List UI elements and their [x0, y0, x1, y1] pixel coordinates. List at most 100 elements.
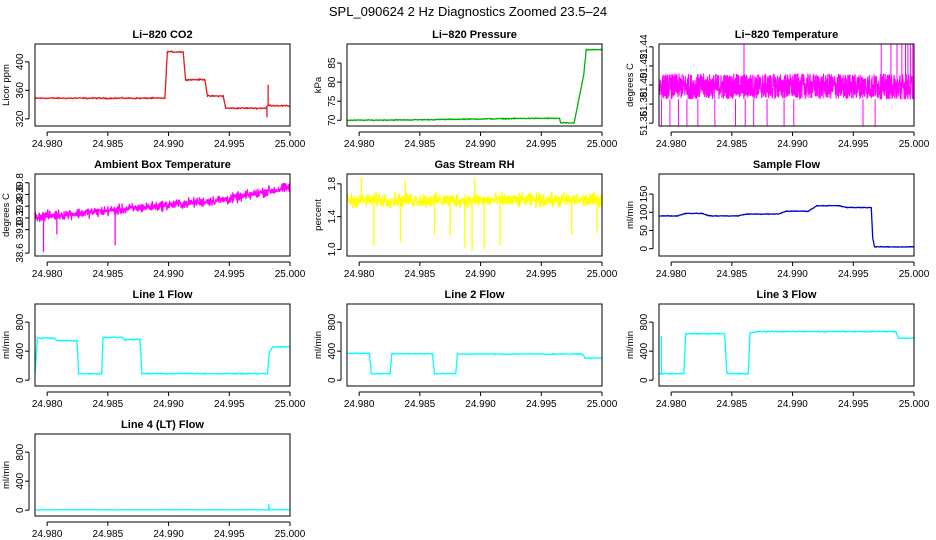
series-trace: [35, 50, 290, 110]
x-tick-label: 24.980: [656, 139, 687, 150]
y-tick-label: 0: [15, 507, 26, 513]
x-tick-label: 25.000: [587, 399, 618, 410]
series-trace: [659, 330, 914, 375]
series-line2-0: [347, 352, 602, 375]
series-licor_temp-0: [659, 44, 914, 126]
panel-rh: Gas Stream RH 24.980 24.985 24.990 24.995 25.…: [313, 159, 618, 280]
x-tick-label: 24.995: [526, 269, 557, 280]
series-trace: [35, 182, 290, 223]
panel-title: Li−820 Pressure: [432, 29, 517, 41]
x-tick-label: 24.980: [656, 399, 687, 410]
panel-title: Gas Stream RH: [434, 159, 514, 171]
x-tick-label: 24.990: [777, 399, 808, 410]
series-rh-0: [347, 177, 602, 252]
y-tick-label: 400: [327, 342, 338, 359]
y-tick-label: 800: [15, 443, 26, 460]
y-axis-title: degrees C: [1, 193, 12, 237]
x-tick-label: 24.985: [405, 139, 436, 150]
x-tick-label: 25.000: [899, 139, 930, 150]
x-tick-label: 24.980: [32, 139, 63, 150]
y-tick-label: 70: [327, 114, 338, 126]
series-trace: [347, 191, 602, 209]
x-tick-label: 24.980: [32, 399, 63, 410]
x-tick-label: 24.995: [838, 399, 869, 410]
figure-title: SPL_090624 2 Hz Diagnostics Zoomed 23.5–…: [329, 4, 607, 19]
y-axis-title: kPa: [313, 76, 324, 93]
series-trace: [347, 48, 602, 124]
x-tick-label: 24.990: [465, 399, 496, 410]
x-tick-label: 24.980: [344, 269, 375, 280]
y-tick-label: 39.6: [15, 184, 26, 204]
x-tick-label: 24.995: [526, 399, 557, 410]
x-tick-label: 24.995: [214, 139, 245, 150]
x-tick-label: 25.000: [275, 529, 306, 540]
x-tick-label: 24.995: [838, 139, 869, 150]
plot-frame: [658, 173, 915, 257]
panel-title: Line 3 Flow: [757, 289, 817, 301]
panels-container: Li−820 CO2 24.980 24.985 24.990 24.995 25.000…: [1, 29, 930, 540]
x-tick-label: 24.985: [93, 269, 124, 280]
plot-frame: [346, 173, 603, 257]
x-tick-label: 24.990: [777, 269, 808, 280]
panel-title: Line 1 Flow: [133, 289, 193, 301]
x-tick-label: 24.995: [214, 529, 245, 540]
x-tick-label: 24.990: [153, 269, 184, 280]
x-tick-label: 25.000: [587, 269, 618, 280]
plot-frame: [658, 43, 915, 127]
series-trace: [659, 73, 914, 101]
y-tick-label: 50: [639, 224, 650, 236]
x-tick-label: 24.980: [32, 269, 63, 280]
panel-ambient_temp: Ambient Box Temperature 24.980 24.985 24.99…: [1, 159, 306, 280]
x-tick-label: 25.000: [899, 399, 930, 410]
panel-line1: Line 1 Flow 24.980 24.985 24.990 24.995 25.00…: [1, 289, 306, 410]
y-tick-label: 38.6: [15, 243, 26, 263]
y-tick-label: 51.42: [639, 53, 650, 78]
x-tick-label: 24.990: [465, 269, 496, 280]
y-axis-title: ml/min: [1, 461, 12, 489]
x-tick-label: 24.995: [838, 269, 869, 280]
y-axis-title: degrees C: [625, 63, 636, 107]
plot-frame: [34, 303, 291, 387]
y-tick-label: 800: [15, 313, 26, 330]
y-tick-label: 51.38: [639, 91, 650, 116]
y-tick-label: 100: [639, 203, 650, 220]
x-tick-label: 24.995: [526, 139, 557, 150]
y-tick-label: 150: [639, 185, 650, 202]
y-tick-label: 400: [639, 342, 650, 359]
x-tick-label: 24.985: [93, 399, 124, 410]
panel-title: Ambient Box Temperature: [94, 159, 231, 171]
y-tick-label: 0: [639, 377, 650, 383]
x-tick-label: 24.985: [93, 139, 124, 150]
y-tick-label: 75: [327, 95, 338, 107]
y-tick-label: 1.4: [327, 209, 338, 223]
x-tick-label: 24.990: [153, 399, 184, 410]
x-tick-label: 24.990: [153, 529, 184, 540]
x-tick-label: 24.985: [405, 269, 436, 280]
y-axis-title: ml/min: [313, 331, 324, 359]
series-co2-0: [35, 50, 290, 118]
x-tick-label: 24.990: [465, 139, 496, 150]
y-tick-label: 1.8: [327, 176, 338, 190]
x-tick-label: 25.000: [275, 399, 306, 410]
panel-title: Line 2 Flow: [445, 289, 505, 301]
x-tick-label: 24.990: [777, 139, 808, 150]
panel-sample_flow: Sample Flow 24.980 24.985 24.990 24.995 25.00…: [625, 159, 930, 280]
panel-licor_temp: Li−820 Temperature 24.980 24.985 24.990 24.9…: [625, 29, 930, 150]
y-tick-label: 800: [327, 313, 338, 330]
y-tick-label: 0: [15, 377, 26, 383]
plot-frame: [658, 303, 915, 387]
y-tick-label: 1.0: [327, 242, 338, 256]
panel-co2: Li−820 CO2 24.980 24.985 24.990 24.995 25.000…: [1, 29, 306, 150]
x-tick-label: 24.995: [214, 399, 245, 410]
y-tick-label: 400: [15, 53, 26, 70]
x-tick-label: 24.980: [656, 269, 687, 280]
series-sample_flow-0: [659, 204, 914, 248]
plot-frame: [346, 43, 603, 127]
y-axis-title: Licor ppm: [1, 64, 12, 106]
panel-line4: Line 4 (LT) Flow 24.980 24.985 24.990 24.995…: [1, 419, 306, 540]
y-tick-label: 360: [15, 82, 26, 99]
x-tick-label: 25.000: [275, 139, 306, 150]
series-line4-0: [35, 504, 290, 511]
plot-frame: [346, 303, 603, 387]
